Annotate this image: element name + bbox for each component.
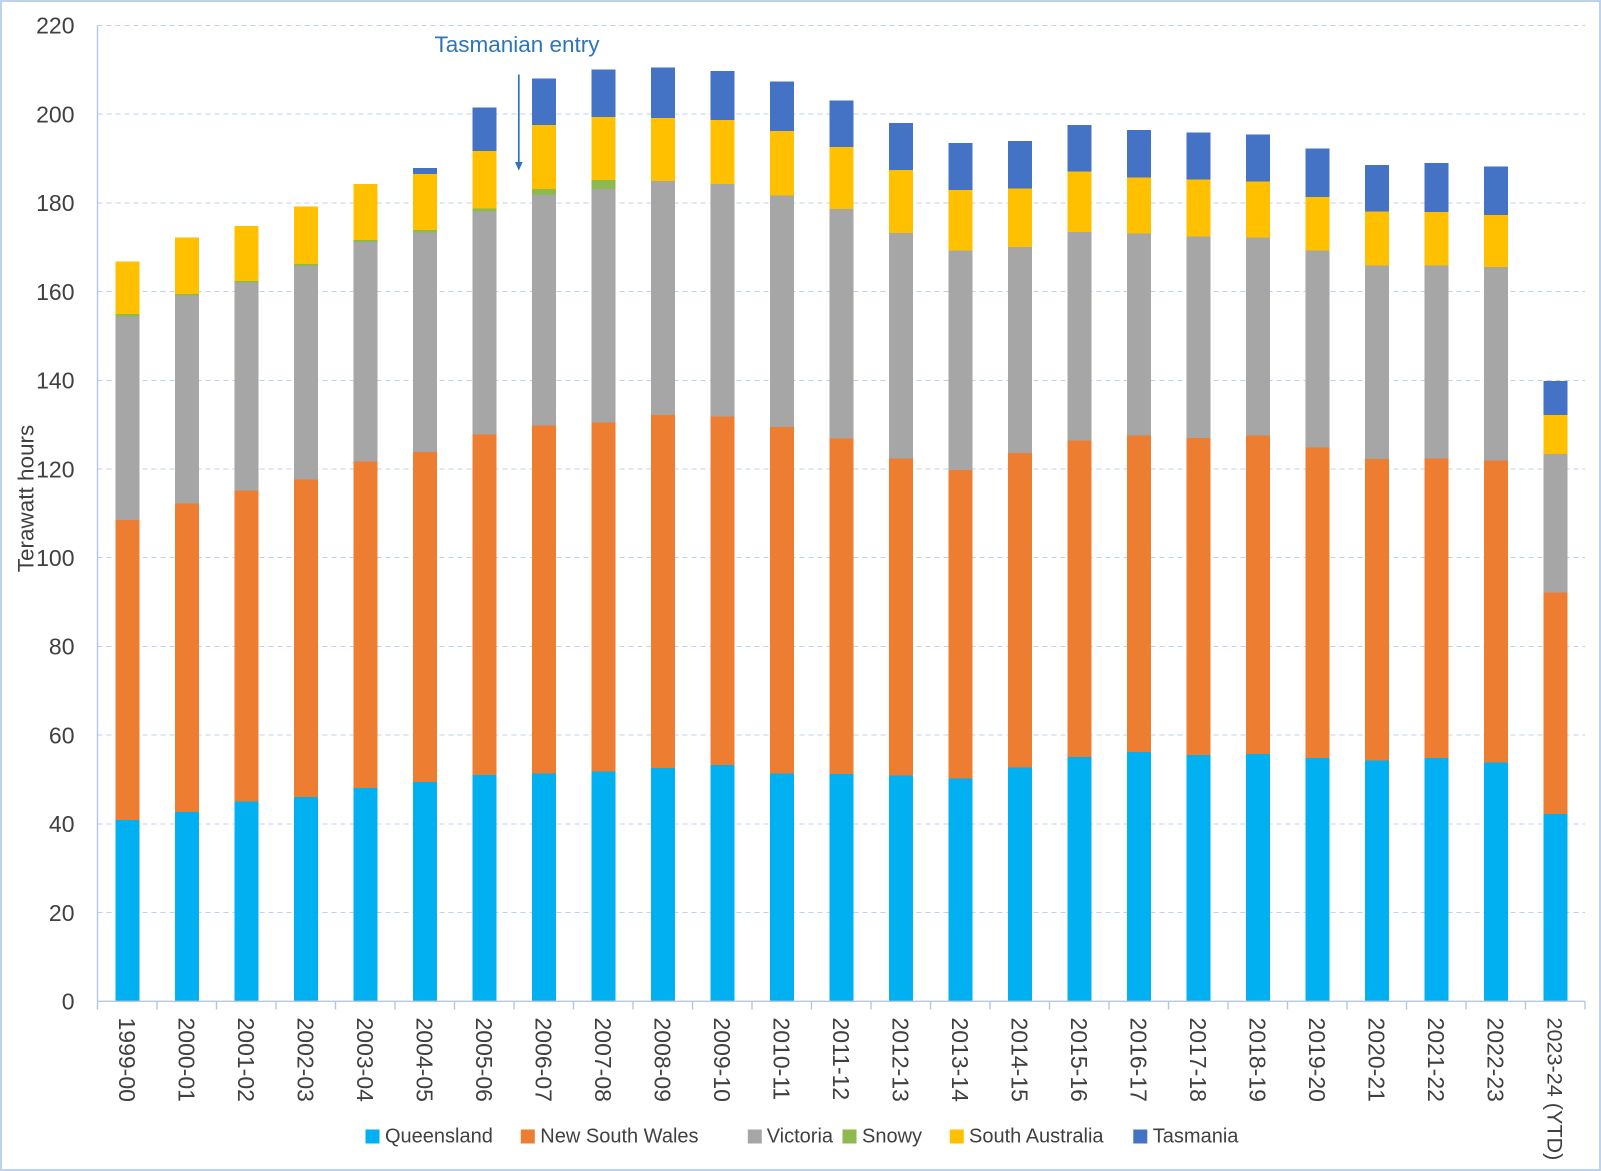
svg-text:2015-16: 2015-16 (1066, 1018, 1092, 1102)
svg-text:1999-00: 1999-00 (114, 1018, 140, 1102)
svg-text:2018-19: 2018-19 (1244, 1018, 1270, 1102)
svg-text:South Australia: South Australia (969, 1126, 1104, 1148)
svg-text:2019-20: 2019-20 (1304, 1018, 1330, 1102)
svg-text:2000-01: 2000-01 (173, 1018, 199, 1102)
svg-text:2017-18: 2017-18 (1185, 1018, 1211, 1102)
svg-text:Snowy: Snowy (862, 1126, 922, 1148)
svg-text:2007-08: 2007-08 (590, 1018, 616, 1102)
svg-text:2020-21: 2020-21 (1363, 1018, 1389, 1102)
svg-text:220: 220 (36, 13, 74, 39)
svg-text:200: 200 (36, 101, 74, 127)
svg-text:Tasmania: Tasmania (1153, 1126, 1239, 1148)
svg-text:Queensland: Queensland (385, 1126, 493, 1148)
svg-text:2014-15: 2014-15 (1006, 1018, 1032, 1102)
svg-text:120: 120 (36, 456, 74, 482)
svg-text:40: 40 (49, 811, 75, 837)
svg-text:2013-14: 2013-14 (947, 1018, 973, 1103)
svg-text:Victoria: Victoria (767, 1126, 834, 1148)
svg-text:Terawatt hours: Terawatt hours (14, 425, 39, 573)
svg-text:2016-17: 2016-17 (1125, 1018, 1151, 1102)
svg-text:2023-24 (YTD): 2023-24 (YTD) (1542, 1018, 1567, 1161)
svg-text:Tasmanian entry: Tasmanian entry (434, 32, 600, 57)
svg-text:2021-22: 2021-22 (1423, 1018, 1449, 1102)
svg-text:New South Wales: New South Wales (540, 1126, 698, 1148)
svg-text:2003-04: 2003-04 (352, 1018, 378, 1103)
svg-text:2012-13: 2012-13 (887, 1018, 913, 1102)
svg-text:20: 20 (49, 900, 75, 926)
svg-text:60: 60 (49, 722, 75, 748)
svg-text:180: 180 (36, 190, 74, 216)
svg-text:2001-02: 2001-02 (233, 1018, 259, 1102)
svg-text:2009-10: 2009-10 (709, 1018, 735, 1102)
svg-text:2002-03: 2002-03 (292, 1018, 318, 1102)
svg-text:100: 100 (36, 545, 74, 571)
svg-text:2008-09: 2008-09 (649, 1018, 675, 1102)
svg-text:2005-06: 2005-06 (471, 1018, 497, 1102)
svg-text:2022-23: 2022-23 (1482, 1018, 1508, 1102)
svg-text:80: 80 (49, 634, 75, 660)
svg-text:0: 0 (62, 989, 75, 1015)
svg-text:140: 140 (36, 368, 74, 394)
svg-text:2010-11: 2010-11 (768, 1018, 794, 1101)
svg-text:2004-05: 2004-05 (411, 1018, 437, 1102)
svg-text:2011-12: 2011-12 (828, 1018, 854, 1101)
svg-text:160: 160 (36, 279, 74, 305)
svg-text:2006-07: 2006-07 (530, 1018, 556, 1102)
